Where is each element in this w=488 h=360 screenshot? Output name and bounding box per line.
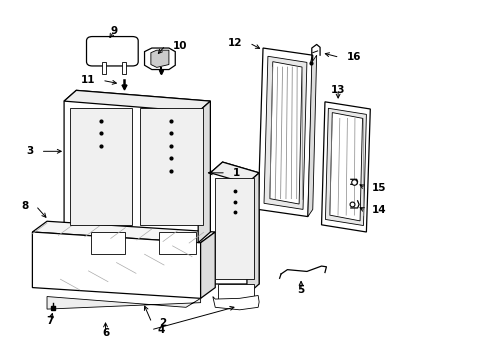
Text: 3: 3 xyxy=(26,146,34,156)
Polygon shape xyxy=(246,173,259,295)
Polygon shape xyxy=(70,108,132,225)
Text: 6: 6 xyxy=(102,328,109,338)
Text: 9: 9 xyxy=(110,26,117,36)
Polygon shape xyxy=(215,178,254,279)
Text: 10: 10 xyxy=(172,41,186,50)
Polygon shape xyxy=(64,90,210,112)
Polygon shape xyxy=(269,62,302,204)
Text: 1: 1 xyxy=(232,168,240,178)
Polygon shape xyxy=(217,284,254,306)
Polygon shape xyxy=(159,232,195,253)
Polygon shape xyxy=(64,90,210,232)
Polygon shape xyxy=(102,62,106,74)
Polygon shape xyxy=(325,108,366,226)
Polygon shape xyxy=(200,232,215,298)
Text: 15: 15 xyxy=(371,183,386,193)
Polygon shape xyxy=(122,62,125,74)
Polygon shape xyxy=(321,102,369,232)
Text: 11: 11 xyxy=(81,75,95,85)
Text: 2: 2 xyxy=(158,318,165,328)
Text: 14: 14 xyxy=(371,206,386,216)
Text: 12: 12 xyxy=(227,38,242,48)
Polygon shape xyxy=(210,162,259,184)
Polygon shape xyxy=(47,297,200,309)
Text: 13: 13 xyxy=(330,85,345,95)
Text: 5: 5 xyxy=(297,285,304,296)
Polygon shape xyxy=(212,296,259,310)
Text: 8: 8 xyxy=(21,201,29,211)
Polygon shape xyxy=(91,232,125,253)
Polygon shape xyxy=(144,48,175,69)
Polygon shape xyxy=(329,113,362,221)
Polygon shape xyxy=(307,55,316,217)
Polygon shape xyxy=(32,232,200,298)
Text: 4: 4 xyxy=(158,325,165,335)
Polygon shape xyxy=(198,101,210,243)
FancyBboxPatch shape xyxy=(86,37,138,66)
Polygon shape xyxy=(151,50,168,67)
Polygon shape xyxy=(210,162,259,284)
Polygon shape xyxy=(32,221,215,243)
Text: 7: 7 xyxy=(47,316,54,325)
Polygon shape xyxy=(264,56,306,210)
Text: 16: 16 xyxy=(346,52,360,62)
Polygon shape xyxy=(258,48,312,217)
Polygon shape xyxy=(140,108,203,225)
